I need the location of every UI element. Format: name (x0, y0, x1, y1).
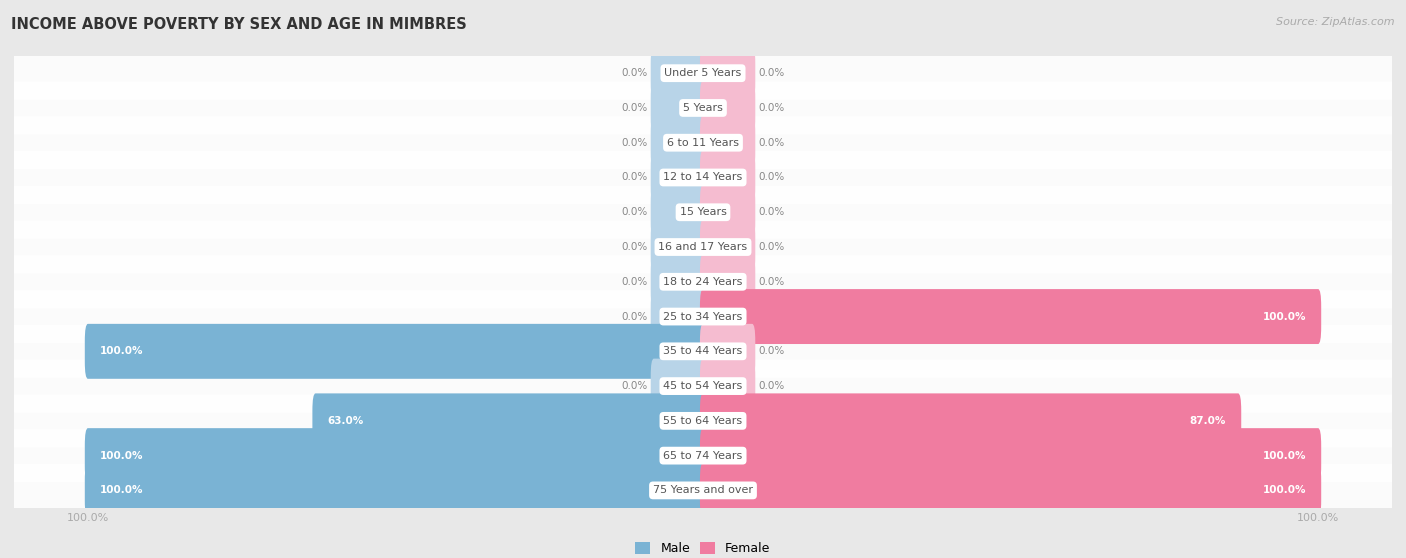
Text: 100.0%: 100.0% (1263, 311, 1306, 321)
Text: 45 to 54 Years: 45 to 54 Years (664, 381, 742, 391)
FancyBboxPatch shape (700, 185, 755, 240)
Text: 65 to 74 Years: 65 to 74 Years (664, 451, 742, 460)
Text: 0.0%: 0.0% (758, 277, 785, 287)
FancyBboxPatch shape (651, 219, 706, 275)
FancyBboxPatch shape (700, 463, 1322, 518)
Text: 0.0%: 0.0% (621, 103, 648, 113)
FancyBboxPatch shape (700, 428, 1322, 483)
FancyBboxPatch shape (13, 429, 1393, 482)
Text: 0.0%: 0.0% (621, 207, 648, 217)
Text: 5 Years: 5 Years (683, 103, 723, 113)
Text: 0.0%: 0.0% (758, 138, 785, 148)
FancyBboxPatch shape (700, 359, 755, 413)
FancyBboxPatch shape (13, 47, 1393, 100)
Text: 100.0%: 100.0% (1263, 451, 1306, 460)
Text: 0.0%: 0.0% (621, 172, 648, 182)
Text: 0.0%: 0.0% (758, 381, 785, 391)
FancyBboxPatch shape (13, 186, 1393, 239)
Text: 12 to 14 Years: 12 to 14 Years (664, 172, 742, 182)
FancyBboxPatch shape (84, 428, 706, 483)
Text: 100.0%: 100.0% (100, 451, 143, 460)
FancyBboxPatch shape (13, 325, 1393, 378)
FancyBboxPatch shape (700, 289, 1322, 344)
FancyBboxPatch shape (700, 46, 755, 100)
Text: 35 to 44 Years: 35 to 44 Years (664, 347, 742, 357)
FancyBboxPatch shape (651, 289, 706, 344)
FancyBboxPatch shape (700, 254, 755, 309)
FancyBboxPatch shape (700, 80, 755, 136)
Text: 63.0%: 63.0% (328, 416, 364, 426)
FancyBboxPatch shape (13, 256, 1393, 308)
FancyBboxPatch shape (13, 395, 1393, 448)
FancyBboxPatch shape (651, 46, 706, 100)
Text: 0.0%: 0.0% (758, 242, 785, 252)
Text: 15 Years: 15 Years (679, 207, 727, 217)
FancyBboxPatch shape (13, 81, 1393, 134)
FancyBboxPatch shape (13, 464, 1393, 517)
FancyBboxPatch shape (13, 290, 1393, 343)
FancyBboxPatch shape (651, 359, 706, 413)
Text: 0.0%: 0.0% (621, 242, 648, 252)
Text: 16 and 17 Years: 16 and 17 Years (658, 242, 748, 252)
Text: 0.0%: 0.0% (758, 172, 785, 182)
Text: 0.0%: 0.0% (621, 381, 648, 391)
Text: 55 to 64 Years: 55 to 64 Years (664, 416, 742, 426)
Text: 0.0%: 0.0% (758, 103, 785, 113)
FancyBboxPatch shape (13, 151, 1393, 204)
FancyBboxPatch shape (651, 80, 706, 136)
FancyBboxPatch shape (84, 324, 706, 379)
Text: 0.0%: 0.0% (758, 68, 785, 78)
Text: 87.0%: 87.0% (1189, 416, 1226, 426)
FancyBboxPatch shape (700, 324, 755, 379)
FancyBboxPatch shape (312, 393, 706, 448)
Text: 6 to 11 Years: 6 to 11 Years (666, 138, 740, 148)
Text: 0.0%: 0.0% (621, 311, 648, 321)
Text: 18 to 24 Years: 18 to 24 Years (664, 277, 742, 287)
Text: 0.0%: 0.0% (621, 68, 648, 78)
FancyBboxPatch shape (700, 116, 755, 170)
Text: Source: ZipAtlas.com: Source: ZipAtlas.com (1277, 17, 1395, 27)
FancyBboxPatch shape (13, 360, 1393, 412)
Text: 0.0%: 0.0% (758, 347, 785, 357)
FancyBboxPatch shape (13, 116, 1393, 169)
FancyBboxPatch shape (651, 254, 706, 309)
FancyBboxPatch shape (700, 393, 1241, 448)
Text: Under 5 Years: Under 5 Years (665, 68, 741, 78)
Text: 0.0%: 0.0% (621, 138, 648, 148)
Text: 100.0%: 100.0% (100, 347, 143, 357)
Text: 75 Years and over: 75 Years and over (652, 485, 754, 496)
Text: 25 to 34 Years: 25 to 34 Years (664, 311, 742, 321)
FancyBboxPatch shape (84, 463, 706, 518)
FancyBboxPatch shape (651, 150, 706, 205)
FancyBboxPatch shape (700, 150, 755, 205)
Text: 0.0%: 0.0% (621, 277, 648, 287)
FancyBboxPatch shape (651, 116, 706, 170)
FancyBboxPatch shape (700, 219, 755, 275)
FancyBboxPatch shape (651, 185, 706, 240)
Text: 100.0%: 100.0% (1263, 485, 1306, 496)
Text: 0.0%: 0.0% (758, 207, 785, 217)
Text: INCOME ABOVE POVERTY BY SEX AND AGE IN MIMBRES: INCOME ABOVE POVERTY BY SEX AND AGE IN M… (11, 17, 467, 32)
Text: 100.0%: 100.0% (100, 485, 143, 496)
FancyBboxPatch shape (13, 220, 1393, 273)
Legend: Male, Female: Male, Female (630, 537, 776, 558)
